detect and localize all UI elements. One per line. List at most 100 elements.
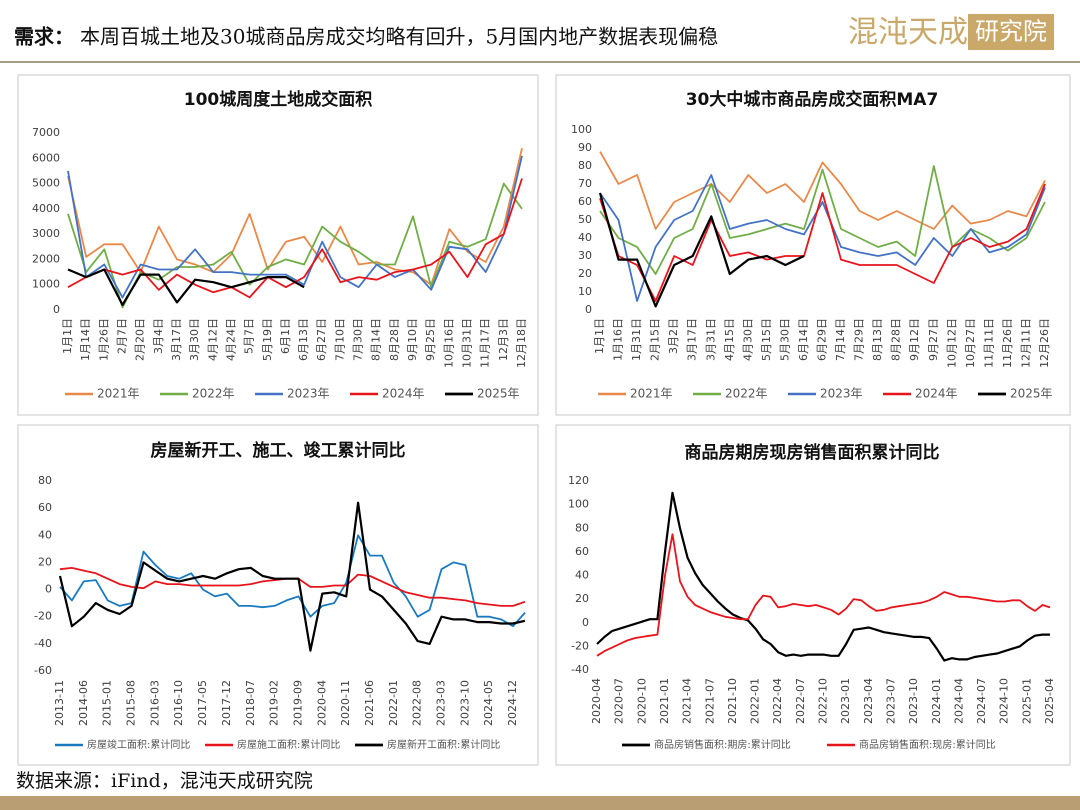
y-tick-label: 2000	[32, 252, 60, 265]
legend-label: 2024年	[382, 387, 425, 401]
x-tick-label: 2021-06	[363, 680, 376, 726]
y-tick-label: 6000	[32, 151, 60, 164]
x-tick-label: 2020-07	[613, 678, 626, 724]
x-tick-label: 2025-01	[1020, 678, 1033, 724]
y-tick-label: 60	[38, 501, 52, 514]
y-tick-label: 40	[578, 231, 592, 244]
x-tick-label: 6月14日	[797, 318, 810, 361]
y-tick-label: -40	[34, 637, 52, 650]
x-tick-label: 10月16日	[442, 318, 455, 368]
x-tick-label: 3月2日	[667, 318, 680, 354]
x-tick-label: 2月15日	[649, 318, 662, 361]
legend-label: 房屋施工面积:累计同比	[237, 738, 340, 751]
y-tick-label: 0	[585, 303, 592, 316]
y-tick-label: 4000	[32, 202, 60, 215]
y-tick-label: -40	[571, 663, 589, 676]
x-tick-label: 1月31日	[630, 318, 643, 361]
legend-label: 房屋竣工面积:累计同比	[87, 738, 190, 751]
header-label: 需求：	[14, 25, 74, 49]
x-tick-label: 3月4日	[152, 318, 165, 354]
footer-bar	[0, 796, 1080, 810]
x-tick-label: 3月31日	[704, 318, 717, 361]
legend-label: 2021年	[630, 387, 673, 401]
legend-label: 2022年	[725, 387, 768, 401]
y-tick-label: -20	[571, 639, 589, 652]
y-tick-label: 0	[53, 303, 60, 316]
series-line	[599, 174, 1046, 302]
x-tick-label: 3月30日	[188, 318, 201, 361]
y-tick-label: -20	[34, 610, 52, 623]
x-tick-label: 2022-01	[387, 680, 400, 726]
x-tick-label: 1月16日	[612, 318, 625, 361]
y-tick-label: 80	[575, 521, 589, 534]
x-tick-label: 2016-10	[172, 680, 185, 726]
x-tick-label: 6月13日	[297, 318, 310, 361]
logo-box	[968, 14, 1054, 50]
x-tick-label: 2016-03	[148, 680, 161, 726]
y-tick-label: 50	[578, 213, 592, 226]
x-tick-label: 5月7日	[243, 318, 256, 354]
y-tick-label: 0	[45, 583, 52, 596]
x-tick-label: 2020-10	[635, 678, 648, 724]
x-tick-label: 11月26日	[1001, 318, 1014, 368]
x-tick-label: 7月30日	[352, 318, 365, 361]
x-tick-label: 2020-04	[590, 678, 603, 724]
x-tick-label: 2021-01	[658, 678, 671, 724]
x-tick-label: 2021-10	[726, 678, 739, 724]
legend-label: 房屋新开工面积:累计同比	[387, 738, 500, 751]
x-tick-label: 2017-05	[196, 680, 209, 726]
x-tick-label: 3月17日	[686, 318, 699, 361]
y-tick-label: 30	[578, 249, 592, 262]
x-tick-label: 5月15日	[760, 318, 773, 361]
x-tick-label: 6月29日	[816, 318, 829, 361]
x-tick-label: 9月27日	[927, 318, 940, 361]
x-tick-label: 2月20日	[134, 318, 147, 361]
y-tick-label: 20	[575, 592, 589, 605]
x-tick-label: 2023-04	[862, 678, 875, 724]
legend-label: 2022年	[192, 387, 235, 401]
x-tick-label: 4月15日	[723, 318, 736, 361]
series-line	[67, 268, 305, 306]
y-tick-label: 60	[575, 545, 589, 558]
x-tick-label: 2020-04	[315, 680, 328, 726]
x-tick-label: 7月29日	[853, 318, 866, 361]
y-tick-label: 70	[578, 177, 592, 190]
x-tick-label: 2022-07	[794, 678, 807, 724]
legend-label: 2024年	[915, 387, 958, 401]
x-tick-label: 9月25日	[424, 318, 437, 361]
x-tick-label: 2024-10	[998, 678, 1011, 724]
y-tick-label: 100	[571, 123, 592, 136]
x-tick-label: 8月14日	[370, 318, 383, 361]
x-tick-label: 2024-05	[482, 680, 495, 726]
x-tick-label: 6月1日	[279, 318, 292, 354]
x-tick-label: 4月12日	[206, 318, 219, 361]
x-tick-label: 2023-07	[884, 678, 897, 724]
y-tick-label: 7000	[32, 126, 60, 139]
x-tick-label: 11月17日	[479, 318, 492, 368]
y-tick-label: 20	[38, 555, 52, 568]
x-tick-label: 5月19日	[261, 318, 274, 361]
x-tick-label: 2023-10	[907, 678, 920, 724]
x-tick-label: 2019-02	[268, 680, 281, 726]
x-tick-label: 2018-07	[244, 680, 257, 726]
y-tick-label: 1000	[32, 278, 60, 291]
series-line	[596, 533, 1051, 657]
x-tick-label: 11月11日	[982, 318, 995, 368]
legend-label: 2025年	[1010, 387, 1053, 401]
y-tick-label: 120	[568, 474, 589, 487]
x-tick-label: 2023-01	[839, 678, 852, 724]
y-tick-label: 5000	[32, 177, 60, 190]
y-tick-label: 40	[38, 528, 52, 541]
x-tick-label: 4月24日	[224, 318, 237, 361]
x-tick-label: 1月26日	[97, 318, 110, 361]
x-tick-label: 2022-04	[771, 678, 784, 724]
x-tick-label: 2015-08	[125, 680, 138, 726]
x-tick-label: 2022-01	[749, 678, 762, 724]
legend-label: 2023年	[820, 387, 863, 401]
x-tick-label: 2014-06	[77, 680, 90, 726]
x-tick-label: 8月13日	[871, 318, 884, 361]
x-tick-label: 2024-12	[506, 680, 519, 726]
header-title: 本周百城土地及30城商品房成交均略有回升，5月国内地产数据表现偏稳	[80, 25, 718, 49]
x-tick-label: 2021-04	[681, 678, 694, 724]
panel	[555, 424, 1071, 766]
